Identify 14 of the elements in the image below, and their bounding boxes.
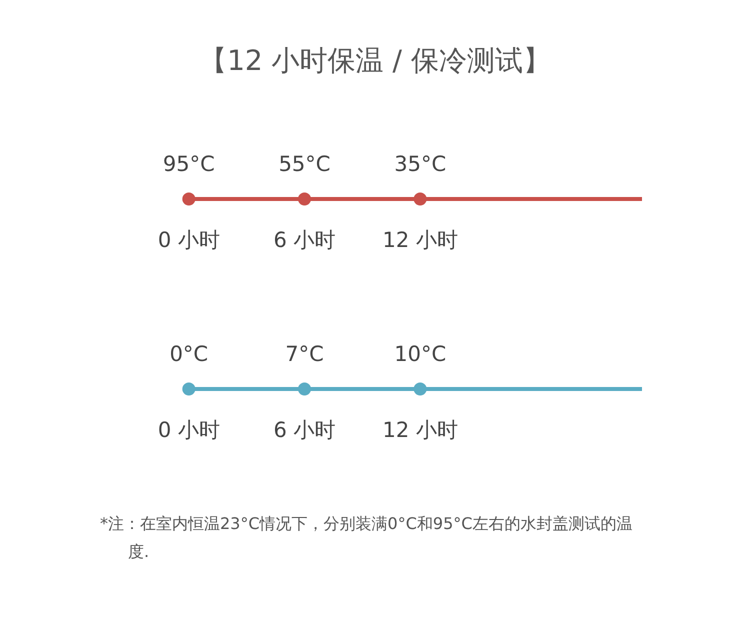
category-label: 12 小时: [382, 418, 458, 442]
text: *注：在室内恒温23°C情况下，分别装满0°C和95°C左右的水封盖测试的温度.: [100, 513, 634, 563]
category-label: 6 小时: [273, 228, 336, 252]
data-label: 55°C: [278, 152, 330, 176]
text: 【12 小时保温 / 保冷测试】: [198, 43, 552, 79]
category-label: 12 小时: [382, 228, 458, 252]
data-label: 95°C: [162, 152, 215, 176]
data-label: 35°C: [394, 152, 446, 176]
category-label: 0 小时: [158, 228, 220, 252]
data-label: 7°C: [285, 342, 324, 366]
data-label: 0°C: [170, 342, 208, 366]
category-label: 6 小时: [273, 418, 336, 442]
data-label: 10°C: [394, 342, 446, 366]
category-label: 0 小时: [158, 418, 220, 442]
